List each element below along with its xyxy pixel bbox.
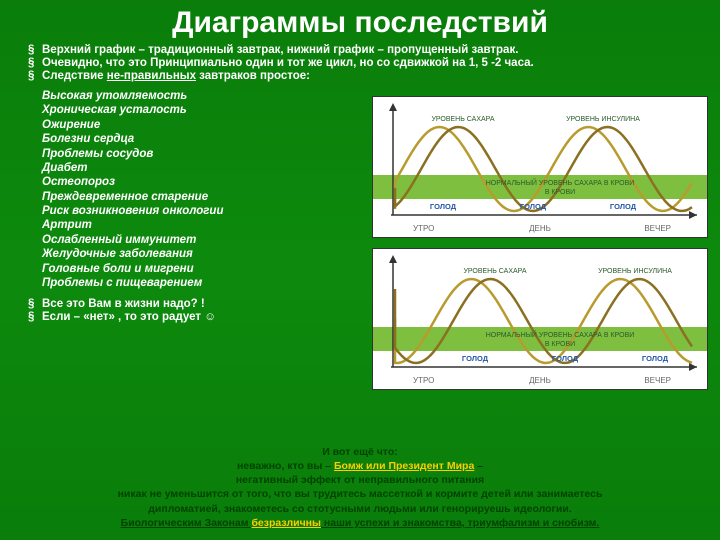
svg-text:УРОВЕНЬ САХАРА: УРОВЕНЬ САХАРА	[463, 268, 526, 275]
svg-text:ВЕЧЕР: ВЕЧЕР	[644, 224, 671, 233]
svg-text:ГОЛОД: ГОЛОД	[430, 202, 457, 211]
bullets-top: §Верхний график – традиционный завтрак, …	[0, 44, 720, 82]
svg-text:УРОВЕНЬ ИНСУЛИНА: УРОВЕНЬ ИНСУЛИНА	[598, 268, 672, 275]
chart-top: УРОВЕНЬ САХАРА УРОВЕНЬ ИНСУЛИНА НОРМАЛЬНЫЙ…	[372, 96, 708, 238]
svg-text:ГОЛОД: ГОЛОД	[462, 354, 489, 363]
svg-text:ВЕЧЕР: ВЕЧЕР	[644, 376, 671, 385]
page-title: Диаграммы последствий	[0, 0, 720, 44]
svg-text:УРОВЕНЬ САХАРА: УРОВЕНЬ САХАРА	[431, 116, 494, 123]
svg-text:ГОЛОД: ГОЛОД	[552, 354, 579, 363]
svg-text:ГОЛОД: ГОЛОД	[642, 354, 669, 363]
svg-text:ГОЛОД: ГОЛОД	[610, 202, 637, 211]
svg-text:УТРО: УТРО	[413, 376, 434, 385]
svg-text:ГОЛОД: ГОЛОД	[520, 202, 547, 211]
svg-text:НОРМАЛЬНЫЙ УРОВЕНЬ САХАРА В КР: НОРМАЛЬНЫЙ УРОВЕНЬ САХАРА В КРОВИ	[486, 178, 635, 187]
svg-text:В КРОВИ: В КРОВИ	[545, 189, 575, 196]
svg-text:УТРО: УТРО	[413, 224, 434, 233]
charts-container: УРОВЕНЬ САХАРА УРОВЕНЬ ИНСУЛИНА НОРМАЛЬНЫЙ…	[372, 96, 708, 400]
svg-text:В КРОВИ: В КРОВИ	[545, 341, 575, 348]
svg-text:ДЕНЬ: ДЕНЬ	[529, 224, 551, 233]
svg-text:ДЕНЬ: ДЕНЬ	[529, 376, 551, 385]
bottom-text: И вот ещё что:неважно, кто вы – Бомж или…	[0, 445, 720, 530]
chart-bottom: УРОВЕНЬ САХАРА УРОВЕНЬ ИНСУЛИНА НОРМАЛЬНЫЙ…	[372, 248, 708, 390]
svg-text:УРОВЕНЬ ИНСУЛИНА: УРОВЕНЬ ИНСУЛИНА	[566, 116, 640, 123]
svg-text:НОРМАЛЬНЫЙ УРОВЕНЬ САХАРА В КР: НОРМАЛЬНЫЙ УРОВЕНЬ САХАРА В КРОВИ	[486, 330, 635, 339]
